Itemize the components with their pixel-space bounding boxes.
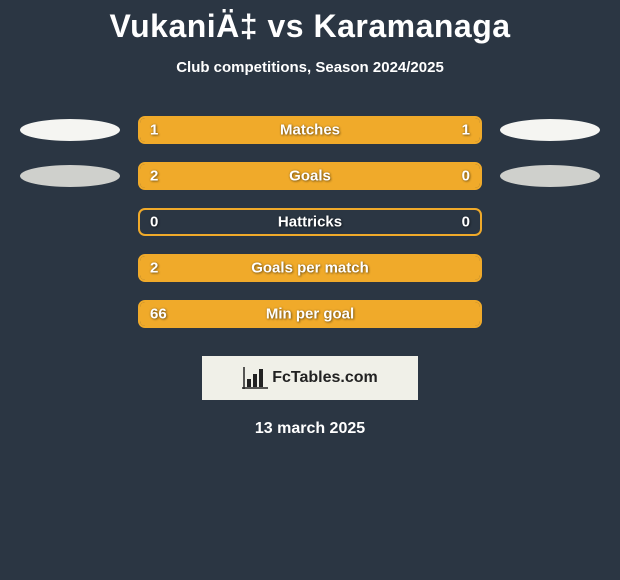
bar-fill-left	[140, 164, 398, 188]
page-title: VukaniÄ‡ vs Karamanaga	[0, 0, 620, 45]
subtitle: Club competitions, Season 2024/2025	[0, 59, 620, 76]
stat-value-right: 0	[462, 214, 470, 231]
stat-value-left: 2	[150, 260, 158, 277]
footer-brand-box[interactable]: FcTables.com	[202, 356, 418, 400]
stat-label: Hattricks	[278, 214, 342, 231]
stat-row: 2 Goals 0	[0, 162, 620, 190]
stat-bar: 66 Min per goal	[138, 300, 482, 328]
player-left-marker	[20, 119, 120, 141]
player-left-marker	[20, 165, 120, 187]
stat-row: 1 Matches 1	[0, 116, 620, 144]
bar-chart-icon	[242, 367, 268, 389]
stat-label: Goals per match	[251, 260, 369, 277]
stat-value-left: 0	[150, 214, 158, 231]
stat-row: 0 Hattricks 0	[0, 208, 620, 236]
stat-bar: 2 Goals 0	[138, 162, 482, 190]
stat-value-left: 2	[150, 168, 158, 185]
player-right-marker	[500, 165, 600, 187]
stat-label: Goals	[289, 168, 331, 185]
stat-row: 2 Goals per match	[0, 254, 620, 282]
stat-label: Min per goal	[266, 306, 354, 323]
stat-label: Matches	[280, 122, 340, 139]
stat-row: 66 Min per goal	[0, 300, 620, 328]
player-right-marker	[500, 119, 600, 141]
stat-value-left: 66	[150, 306, 167, 323]
stat-value-right: 1	[462, 122, 470, 139]
stat-bar: 0 Hattricks 0	[138, 208, 482, 236]
footer-brand-text: FcTables.com	[272, 369, 378, 387]
snapshot-date: 13 march 2025	[0, 420, 620, 438]
stat-value-left: 1	[150, 122, 158, 139]
stat-bar: 1 Matches 1	[138, 116, 482, 144]
stat-bar: 2 Goals per match	[138, 254, 482, 282]
stats-container: 1 Matches 1 2 Goals 0 0 Hattricks 0 2 Goals per ma…	[0, 116, 620, 328]
stat-value-right: 0	[462, 168, 470, 185]
